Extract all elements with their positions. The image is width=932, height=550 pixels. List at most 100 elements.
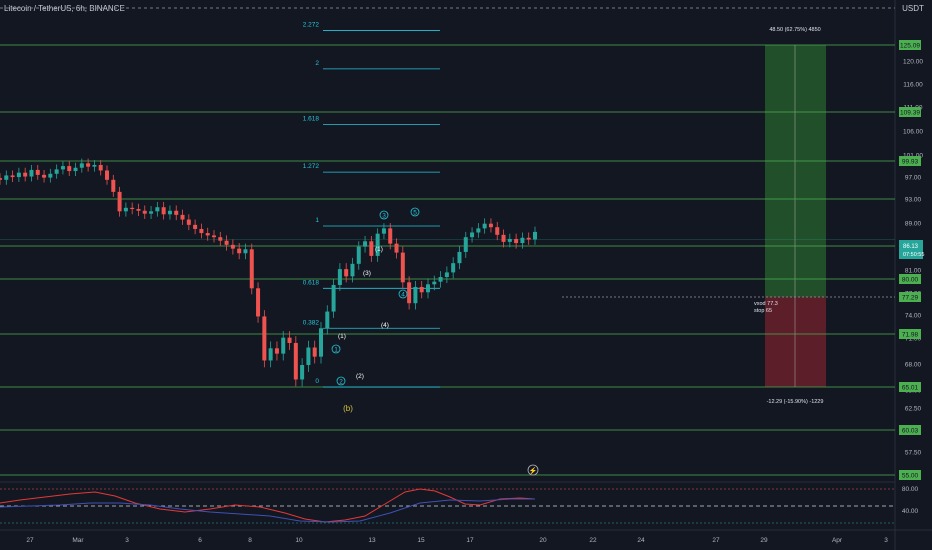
- wave-parenthesized-label: (4): [381, 322, 389, 329]
- price-tick: 93.00: [905, 197, 922, 204]
- candle-body: [92, 165, 97, 167]
- candle-body: [438, 277, 443, 282]
- candle-body: [400, 252, 405, 283]
- candle-body: [262, 316, 267, 361]
- candle-body: [218, 237, 223, 241]
- wave-circled-label: 4: [401, 292, 405, 299]
- candle-body: [174, 210, 179, 215]
- wave-parenthesized-label: (1): [338, 333, 346, 340]
- candle-body: [274, 348, 279, 354]
- time-tick: 10: [295, 537, 303, 544]
- wave-corrective-label: (b): [343, 404, 353, 413]
- candle-body: [180, 214, 185, 220]
- wave-circle: [331, 344, 341, 354]
- time-tick: 24: [637, 537, 645, 544]
- price-tick: 120.00: [903, 59, 923, 66]
- fib-ratio-label: 0.382: [303, 319, 320, 326]
- time-tick: 13: [368, 537, 376, 544]
- candle-body: [4, 175, 9, 180]
- price-tick: 68.00: [905, 362, 922, 369]
- oscillator-signal-line: [0, 498, 535, 523]
- candle-body: [488, 223, 493, 228]
- level-badge-text: 71.98: [902, 332, 919, 339]
- time-tick: Apr: [832, 537, 843, 544]
- candle-body: [325, 311, 330, 329]
- candle-body: [331, 284, 336, 312]
- level-badge: [899, 40, 921, 50]
- candle-body: [426, 284, 430, 293]
- fib-ratio-label: 2: [315, 60, 319, 67]
- target-zone: [765, 45, 826, 297]
- candle-body: [98, 165, 103, 171]
- price-tick: 89.00: [905, 221, 922, 228]
- fib-ratio-label: 1: [315, 217, 319, 224]
- fib-ratio-label: 1.618: [303, 115, 320, 122]
- price-axis-unit: USDT: [902, 4, 924, 13]
- stop-zone: [765, 297, 826, 387]
- candle-body: [149, 211, 154, 214]
- candle-body: [224, 240, 229, 245]
- candle-body: [10, 175, 15, 178]
- level-badge-text: 77.29: [902, 295, 919, 302]
- price-tick: 81.00: [905, 268, 922, 275]
- price-tick: 57.50: [905, 450, 922, 457]
- candle-body: [344, 269, 349, 277]
- entry-note-1: vxod 77.3: [754, 301, 778, 307]
- candle-body: [457, 251, 462, 264]
- alert-icon: [527, 464, 539, 476]
- candle-body: [35, 169, 40, 175]
- candle-body: [319, 328, 323, 357]
- level-badge: [899, 382, 921, 392]
- candle-body: [444, 272, 449, 278]
- candle-body: [249, 249, 254, 289]
- time-tick: 22: [589, 537, 597, 544]
- fib-ratio-label: 1.272: [303, 163, 320, 170]
- time-tick: 3: [125, 537, 129, 544]
- candle-body: [0, 178, 2, 180]
- wave-parenthesized-label: (2): [356, 373, 364, 380]
- wave-circle: [379, 210, 389, 220]
- candle-body: [501, 234, 506, 242]
- candle-body: [205, 233, 210, 236]
- entry-note-2: stop 65: [754, 308, 772, 314]
- level-badge-text: 55.00: [902, 473, 919, 480]
- candle-body: [363, 241, 368, 247]
- level-badge-text: 109.39: [900, 110, 920, 117]
- wave-parenthesized-label: (1): [375, 246, 383, 253]
- wave-circled-label: 3: [382, 213, 386, 220]
- candle-body: [256, 288, 261, 317]
- level-badge: [899, 156, 921, 166]
- level-badge-text: 125.09: [900, 43, 920, 50]
- price-tick: 106.00: [903, 129, 923, 136]
- candle-body: [243, 249, 248, 254]
- candle-body: [281, 337, 286, 354]
- fib-ratio-label: 2.272: [303, 21, 320, 28]
- target-label: 48.50 (62.75%) 4850: [769, 27, 820, 33]
- candle-body: [350, 263, 355, 277]
- candle-body: [199, 228, 204, 234]
- fib-ratio-label: 0: [315, 378, 319, 385]
- candle-body: [237, 248, 242, 254]
- candle-body: [111, 179, 116, 192]
- candle-body: [514, 238, 519, 244]
- candle-body: [476, 228, 481, 233]
- candle-body: [300, 365, 305, 380]
- candle-body: [381, 228, 386, 234]
- candle-body: [482, 223, 487, 229]
- level-badge: [899, 329, 921, 339]
- candle-body: [230, 244, 235, 249]
- level-badge-text: 80.00: [902, 277, 919, 284]
- candle-body: [388, 228, 393, 244]
- candle-body: [268, 348, 273, 361]
- wave-circled-label: 1: [334, 347, 338, 354]
- countdown-text: 07:50:55: [903, 252, 924, 258]
- candle-body: [130, 207, 135, 209]
- wave-circle: [336, 376, 346, 386]
- candle-body: [337, 269, 342, 285]
- candle-body: [193, 224, 198, 229]
- price-tick: 97.00: [905, 175, 922, 182]
- time-tick: 20: [539, 537, 547, 544]
- candle-body: [48, 173, 53, 178]
- candle-body: [73, 167, 78, 172]
